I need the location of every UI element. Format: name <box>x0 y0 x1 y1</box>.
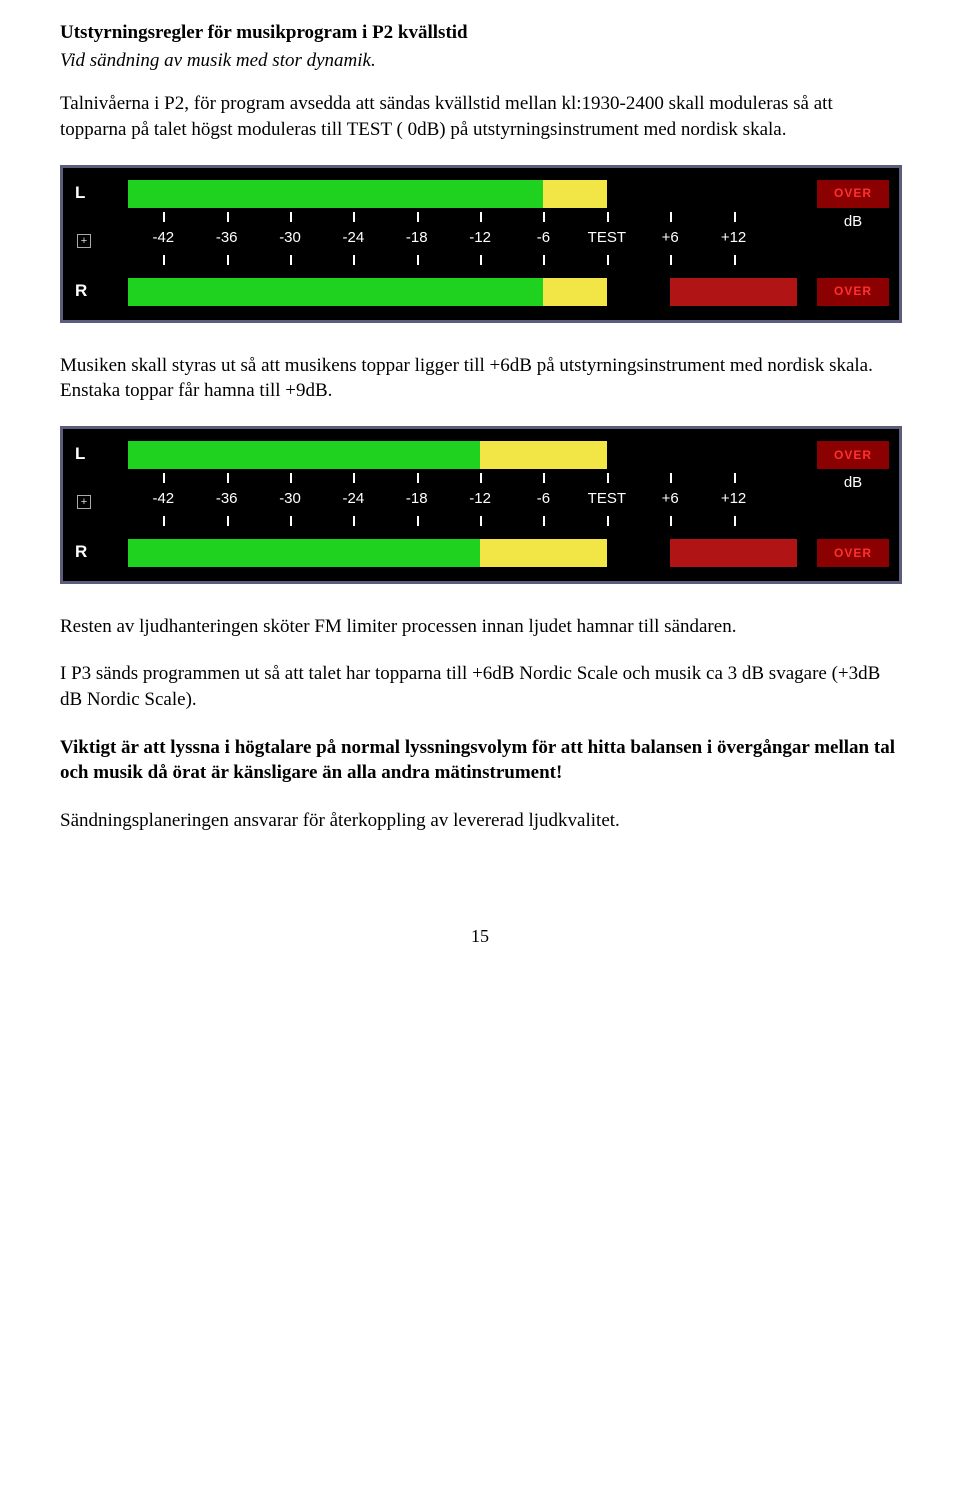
meter-bar-left <box>107 441 811 469</box>
channel-label-left: L <box>69 443 107 466</box>
scale-tick: -30 <box>290 473 291 527</box>
scale-tick: -42 <box>163 473 164 527</box>
scale-tick: -24 <box>353 473 354 527</box>
meter-scale: -42 -36 -30 -24 -18 -12 -6 TEST +6 +12 <box>107 212 811 270</box>
meter-row-left: L OVER <box>69 178 893 210</box>
meter-bar-right <box>107 278 811 306</box>
channel-label-right: R <box>69 541 107 564</box>
scale-tick: +6 <box>670 473 671 527</box>
channel-label-right: R <box>69 280 107 303</box>
paragraph-5: Viktigt är att lyssna i högtalare på nor… <box>60 735 900 786</box>
page-heading: Utstyrningsregler för musikprogram i P2 … <box>60 20 900 46</box>
channel-label-left: L <box>69 182 107 205</box>
scale-tick: -18 <box>417 473 418 527</box>
scale-tick: -18 <box>417 212 418 266</box>
scale-tick: -6 <box>543 212 544 266</box>
scale-tick: TEST <box>607 473 608 527</box>
scale-tick: -36 <box>227 212 228 266</box>
meter-bar-right <box>107 539 811 567</box>
audio-meter-1: L OVER + -42 -36 -30 -24 -18 -12 -6 TEST +6 +12 dB R OV… <box>60 165 902 323</box>
over-indicator-right: OVER <box>817 539 889 567</box>
scale-tick: -12 <box>480 473 481 527</box>
over-indicator-left: OVER <box>817 441 889 469</box>
expand-icon: + <box>77 234 91 248</box>
paragraph-2: Musiken skall styras ut så att musikens … <box>60 353 900 404</box>
meter-row-right: R OVER <box>69 537 893 569</box>
expand-icon: + <box>77 495 91 509</box>
meter-row-right: R OVER <box>69 276 893 308</box>
scale-tick: -24 <box>353 212 354 266</box>
scale-tick: -6 <box>543 473 544 527</box>
scale-tick: +12 <box>734 212 735 266</box>
meter-scale: -42 -36 -30 -24 -18 -12 -6 TEST +6 +12 <box>107 473 811 531</box>
paragraph-6: Sändningsplaneringen ansvarar för återko… <box>60 808 900 834</box>
scale-tick: -42 <box>163 212 164 266</box>
meter-scale-row: + -42 -36 -30 -24 -18 -12 -6 TEST +6 +12 dB <box>69 473 893 531</box>
scale-tick: -36 <box>227 473 228 527</box>
paragraph-3: Resten av ljudhanteringen sköter FM limi… <box>60 614 900 640</box>
db-unit-label: dB <box>817 212 889 232</box>
scale-tick: +12 <box>734 473 735 527</box>
scale-tick: +6 <box>670 212 671 266</box>
scale-tick: -12 <box>480 212 481 266</box>
page-subheading: Vid sändning av musik med stor dynamik. <box>60 48 900 74</box>
paragraph-4: I P3 sänds programmen ut så att talet ha… <box>60 661 900 712</box>
over-indicator-right: OVER <box>817 278 889 306</box>
page-number: 15 <box>60 924 900 948</box>
meter-scale-row: + -42 -36 -30 -24 -18 -12 -6 TEST +6 +12 dB <box>69 212 893 270</box>
meter-bar-left <box>107 180 811 208</box>
meter-row-left: L OVER <box>69 439 893 471</box>
scale-tick: -30 <box>290 212 291 266</box>
scale-tick: TEST <box>607 212 608 266</box>
db-unit-label: dB <box>817 473 889 493</box>
audio-meter-2: L OVER + -42 -36 -30 -24 -18 -12 -6 TEST +6 +12 dB R OV… <box>60 426 902 584</box>
over-indicator-left: OVER <box>817 180 889 208</box>
paragraph-1: Talnivåerna i P2, för program avsedda at… <box>60 91 900 142</box>
